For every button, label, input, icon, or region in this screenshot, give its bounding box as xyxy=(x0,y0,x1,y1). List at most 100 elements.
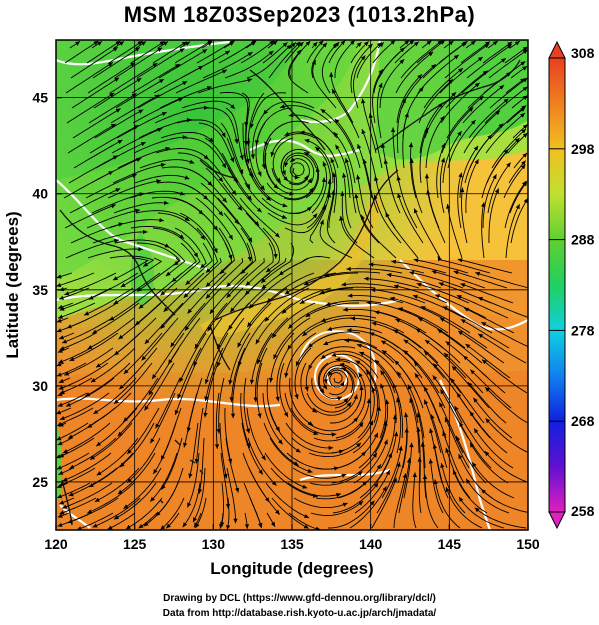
streamline-arrow xyxy=(204,379,209,385)
streamline xyxy=(91,302,140,334)
streamline-arrow xyxy=(234,138,239,144)
streamline xyxy=(220,452,229,509)
streamline-arrow xyxy=(321,177,327,182)
streamline-arrow xyxy=(304,138,310,144)
streamline-arrow xyxy=(413,208,418,214)
streamline xyxy=(249,167,288,207)
streamline xyxy=(306,40,324,64)
streamline-arrow xyxy=(143,229,148,235)
streamline-arrow xyxy=(57,513,63,518)
streamline-arrow xyxy=(470,120,476,125)
streamline xyxy=(56,422,89,441)
streamline xyxy=(465,478,510,514)
streamline xyxy=(283,167,319,201)
streamline-arrow xyxy=(478,297,483,301)
streamline-arrow xyxy=(315,526,321,530)
streamline-arrow xyxy=(163,200,169,205)
streamline-arrow xyxy=(161,112,167,116)
streamline xyxy=(372,69,384,124)
wind-streamlines xyxy=(56,40,528,530)
streamline xyxy=(287,49,309,94)
streamline-arrow xyxy=(226,293,232,298)
streamline-arrow xyxy=(445,447,450,453)
streamline-arrow xyxy=(413,41,419,47)
streamline xyxy=(485,418,528,454)
streamline xyxy=(442,306,493,334)
streamline xyxy=(327,325,383,334)
streamline xyxy=(341,191,358,244)
streamline xyxy=(318,360,351,394)
streamline xyxy=(460,319,510,349)
streamline-arrow xyxy=(459,187,465,193)
streamline xyxy=(205,167,243,211)
streamline-arrow xyxy=(355,360,361,365)
streamline-arrow xyxy=(110,204,116,209)
streamline xyxy=(144,302,184,345)
streamline xyxy=(126,437,161,484)
streamline xyxy=(64,347,114,376)
streamline-arrow xyxy=(346,402,352,408)
streamline-arrow xyxy=(226,282,232,287)
streamline-arrow xyxy=(307,178,312,184)
streamline xyxy=(59,332,97,351)
streamline xyxy=(289,40,311,79)
streamline xyxy=(422,42,467,79)
streamline xyxy=(174,40,213,64)
streamline xyxy=(373,194,402,244)
streamline-arrow xyxy=(487,134,492,140)
streamline xyxy=(310,500,364,516)
streamline-arrow xyxy=(322,161,327,167)
streamline xyxy=(469,442,509,484)
streamline xyxy=(255,122,266,177)
streamline-arrow xyxy=(330,158,335,163)
streamline-arrow xyxy=(266,196,271,201)
streamline-arrow xyxy=(412,472,417,478)
streamline-arrow xyxy=(390,296,395,301)
streamline xyxy=(299,131,339,169)
streamline-arrow xyxy=(218,177,223,182)
streamline xyxy=(427,189,446,244)
streamline-arrow xyxy=(266,267,271,273)
streamline-arrow xyxy=(356,42,362,47)
streamline-arrow xyxy=(426,40,432,46)
streamline xyxy=(185,242,213,286)
streamline-arrow xyxy=(144,339,150,344)
x-tick-label: 125 xyxy=(123,536,147,552)
streamline xyxy=(87,482,135,514)
streamline xyxy=(64,204,116,229)
streamline xyxy=(439,317,488,349)
streamline xyxy=(438,402,464,454)
streamline-arrow xyxy=(160,162,166,168)
x-tick-label: 150 xyxy=(516,536,540,552)
streamline xyxy=(330,72,354,124)
streamline-arrow xyxy=(422,474,428,480)
streamline-arrow xyxy=(448,40,454,46)
streamline-arrow xyxy=(439,402,444,408)
streamline-arrow xyxy=(495,110,500,116)
streamline-arrow xyxy=(193,517,197,523)
streamline-arrow xyxy=(356,343,362,348)
y-tick-label: 25 xyxy=(32,474,48,490)
streamline xyxy=(143,482,179,527)
streamline xyxy=(199,152,237,196)
streamline xyxy=(59,287,112,311)
streamline xyxy=(439,157,445,214)
streamline xyxy=(226,257,265,299)
streamline xyxy=(444,43,490,79)
streamline-arrow xyxy=(333,132,339,137)
streamline-arrow xyxy=(250,154,255,159)
streamline-arrow xyxy=(398,445,403,451)
streamline xyxy=(355,360,380,409)
streamline xyxy=(69,332,119,362)
streamline-arrow xyxy=(498,123,504,129)
streamline xyxy=(416,283,470,304)
streamline xyxy=(198,122,235,163)
streamline-arrow xyxy=(475,271,481,276)
streamline-arrow xyxy=(399,59,405,64)
streamline-arrow xyxy=(62,504,68,509)
streamline xyxy=(481,149,509,199)
streamline xyxy=(195,497,207,529)
streamline xyxy=(439,56,484,94)
colorbar-body xyxy=(548,57,566,513)
streamline-arrow xyxy=(302,484,308,489)
